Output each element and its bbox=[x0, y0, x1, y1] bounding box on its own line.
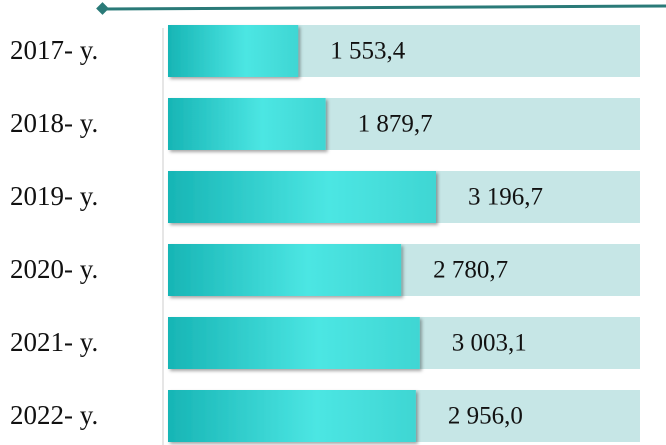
bar bbox=[168, 244, 402, 296]
value-label: 3 196,7 bbox=[468, 184, 543, 211]
bar bbox=[168, 25, 299, 77]
category-label: 2019- y. bbox=[10, 181, 98, 211]
bar bbox=[168, 171, 437, 223]
category-label: 2021- y. bbox=[10, 327, 98, 357]
value-label: 2 956,0 bbox=[448, 403, 523, 430]
category-label: 2017- y. bbox=[10, 35, 98, 65]
bar bbox=[168, 390, 416, 442]
value-label: 1 879,7 bbox=[358, 111, 433, 138]
header-diamond bbox=[96, 2, 109, 15]
category-label: 2020- y. bbox=[10, 254, 98, 284]
category-label: 2018- y. bbox=[10, 108, 98, 138]
bar bbox=[168, 317, 420, 369]
value-label: 3 003,1 bbox=[452, 330, 527, 357]
value-label: 1 553,4 bbox=[330, 38, 406, 65]
header-rule bbox=[102, 4, 666, 11]
value-label: 2 780,7 bbox=[433, 257, 508, 284]
bar bbox=[168, 98, 326, 150]
category-label: 2022- y. bbox=[10, 400, 98, 430]
